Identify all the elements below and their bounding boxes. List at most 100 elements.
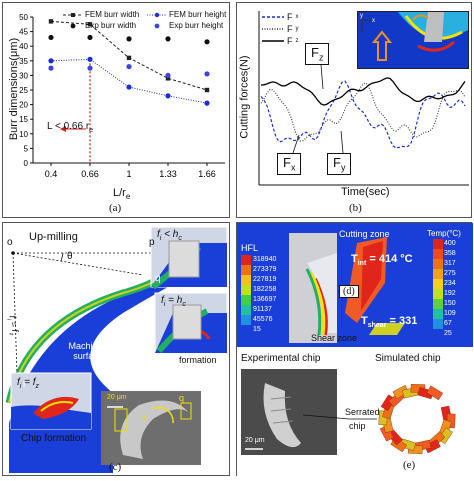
threshold-arrowhead	[60, 126, 66, 132]
hfl-swatch	[241, 295, 251, 305]
temp-swatch	[433, 239, 443, 249]
data-point	[48, 65, 54, 71]
ytick-label-a: 15	[19, 115, 28, 124]
inset-y-axis: y	[360, 13, 363, 19]
xlabel-b: Time(sec)	[341, 186, 390, 198]
hfl-value: 273379	[253, 266, 277, 273]
annotation-l: L < 0.66 re	[47, 121, 94, 134]
serration-segment	[392, 384, 410, 400]
panel-a: 0 5 10 15 20 25 30 35 40 45 50 0.4 0.66 1 1.33 1.66 Bur…	[2, 2, 230, 218]
hfl-swatch	[241, 255, 251, 265]
ylabel-a: Burr dimensions(μm)	[8, 37, 21, 141]
chip-formation-label: Chip formation	[21, 433, 87, 444]
xtick-label-a: 1	[126, 169, 131, 179]
callout-fx: Fx	[277, 153, 302, 175]
up-milling-title: Up-milling	[29, 231, 78, 243]
temp-value: 317	[444, 260, 456, 267]
data-point	[204, 39, 210, 45]
hfl-value: 15	[253, 326, 261, 333]
data-point	[87, 56, 93, 62]
data-point	[204, 71, 210, 77]
legend-fem-width: FEM burr width	[63, 10, 143, 19]
formation-label: formation	[179, 355, 217, 365]
t-int-label: Tint = 414 °C	[351, 253, 413, 268]
callout-fz: Fz	[305, 43, 330, 65]
simulated-chip-label: Simulated chip	[375, 353, 441, 364]
experimental-chip-label: Experimental chip	[241, 353, 321, 364]
hfl-value: 136697	[253, 296, 277, 303]
data-point	[48, 58, 54, 64]
data-point	[48, 19, 54, 24]
temp-swatch	[433, 329, 443, 339]
data-point	[87, 34, 93, 41]
legend-exp-width: Exp burr width	[63, 21, 143, 30]
temp-swatch	[433, 249, 443, 259]
serration-segment	[426, 385, 444, 401]
ytick-label-a: 5	[24, 144, 29, 153]
temp-value: 400	[444, 240, 456, 247]
eq-fi-hc: fi = hc	[43, 267, 68, 280]
panel-c: o p q r Up-milling θ fi = hc fi = fz Mac…	[2, 222, 230, 476]
legend-a: FEM burr width FEM burr height Exp burr …	[63, 10, 227, 30]
serration-segment	[424, 439, 441, 454]
shear-zone-label: Shear zone	[311, 333, 358, 343]
hfl-swatch	[241, 305, 251, 315]
hfl-swatch	[241, 285, 251, 295]
hfl-swatch	[241, 265, 251, 275]
temp-swatch	[433, 269, 443, 279]
xtick-label-a: 1.33	[159, 169, 177, 179]
chip-label: chip	[349, 421, 366, 431]
ytick-label-a: 35	[19, 57, 28, 66]
caption-a: (a)	[109, 202, 122, 214]
temp-swatch	[433, 299, 443, 309]
sem-e-scale: 20 μm	[245, 437, 265, 444]
temp-swatch	[433, 289, 443, 299]
xlabel-a: L/re	[113, 187, 131, 202]
serrated-label: Serrated	[345, 407, 380, 417]
temp-value: 358	[444, 250, 456, 257]
temp-value: 192	[444, 290, 456, 297]
xtick-label-a: 0.66	[81, 169, 99, 179]
ytick-label-a: 45	[19, 28, 28, 37]
burr-chart: 0 5 10 15 20 25 30 35 40 45 50 0.4 0.66 1 1.33 1.66	[19, 13, 225, 179]
data-point	[165, 36, 171, 42]
hfl-value: 182258	[253, 286, 277, 293]
temp-value: 25	[444, 330, 452, 337]
hfl-swatch	[241, 275, 251, 285]
hfl-scale: 318940 273379 227819 182258 136697 91137 45576…	[253, 255, 276, 335]
caption-c: (c)	[109, 461, 122, 473]
hfl-swatch	[241, 315, 251, 325]
ytick-label-a: 30	[19, 71, 28, 80]
point-q: q	[155, 273, 161, 284]
xtick-label-a: 1.66	[198, 169, 216, 179]
data-point	[87, 65, 93, 71]
ytick-label-a: 20	[19, 101, 28, 110]
data-point	[126, 55, 132, 61]
hfl-swatch	[241, 325, 251, 335]
temp-value: 150	[444, 300, 456, 307]
sem-label-r: r	[143, 413, 147, 424]
hfl-value: 45576	[253, 316, 273, 323]
fx-curve	[260, 80, 466, 149]
data-point	[126, 64, 132, 70]
temp-value: 109	[444, 310, 456, 317]
sem-label-q: q	[179, 393, 185, 403]
fy-curve	[260, 82, 466, 142]
inset-fi-lt-hc: fi < hc	[157, 229, 182, 242]
temp-swatch	[433, 279, 443, 289]
t-shear-label: Tshear = 331	[361, 315, 418, 330]
legend-fem-height: FEM burr height	[147, 10, 226, 19]
ytick-label-a: 0	[24, 159, 29, 168]
data-point	[204, 100, 210, 106]
temp-swatch	[433, 309, 443, 319]
point-o: o	[7, 237, 13, 248]
hfl-value: 91137	[253, 306, 272, 313]
ytick-label-a: 40	[19, 42, 28, 51]
data-point	[165, 76, 171, 81]
ylabel-b: Cutting forces(N)	[238, 55, 251, 139]
hfl-label: HFL	[241, 243, 259, 253]
